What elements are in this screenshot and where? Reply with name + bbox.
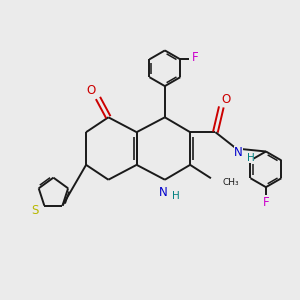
Text: N: N bbox=[234, 146, 243, 160]
Text: O: O bbox=[221, 93, 230, 106]
Text: F: F bbox=[262, 196, 269, 208]
Text: O: O bbox=[87, 84, 96, 97]
Text: H: H bbox=[172, 191, 180, 201]
Text: N: N bbox=[159, 186, 168, 199]
Text: H: H bbox=[247, 153, 254, 163]
Text: F: F bbox=[192, 51, 199, 64]
Text: S: S bbox=[31, 204, 38, 217]
Text: CH₃: CH₃ bbox=[222, 178, 239, 187]
